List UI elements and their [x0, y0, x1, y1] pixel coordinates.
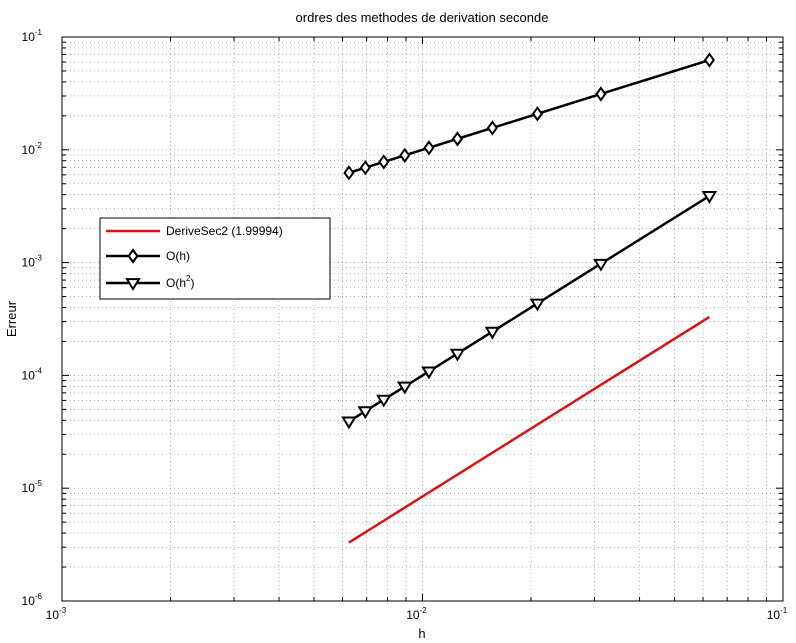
y-tick-label: 10-2 — [22, 141, 43, 157]
series-point — [343, 165, 355, 181]
legend: DeriveSec2 (1.99994) O(h) O(h2) — [99, 217, 331, 300]
series-point — [423, 140, 435, 156]
x-axis-label: h — [418, 626, 425, 641]
series-point — [451, 131, 463, 147]
series-point — [486, 120, 498, 136]
series-point — [341, 416, 357, 430]
series-point — [359, 159, 371, 176]
legend-marker — [125, 278, 141, 291]
chart-title: ordres des methodes de derivation second… — [296, 10, 549, 25]
x-tick-label: 10-2 — [406, 606, 427, 622]
series-line — [348, 315, 711, 544]
legend-label: DeriveSec2 (1.99994) — [166, 224, 283, 238]
series-point — [484, 326, 501, 340]
series-point — [421, 366, 437, 380]
series-point — [529, 298, 546, 312]
y-axis-label: Erreur — [4, 300, 19, 337]
series-point — [399, 147, 411, 164]
series-point — [376, 394, 392, 408]
series-2 — [341, 191, 718, 430]
series-point — [397, 381, 413, 395]
legend-item: DeriveSec2 (1.99994) — [106, 224, 283, 238]
series-1 — [343, 52, 715, 181]
series-point — [703, 52, 715, 68]
y-tick-label: 10-1 — [22, 28, 43, 44]
ticks — [61, 37, 783, 602]
legend-label: O(h2) — [166, 274, 194, 290]
series-point — [701, 191, 718, 204]
y-tick-label: 10-6 — [22, 592, 43, 608]
series-point — [449, 348, 466, 362]
y-tick-label: 10-3 — [22, 254, 43, 270]
series-point — [593, 258, 609, 272]
series-line — [348, 194, 711, 423]
series-point — [357, 406, 374, 420]
series-point — [595, 86, 607, 102]
series-layer — [341, 52, 718, 544]
legend-items: DeriveSec2 (1.99994) O(h) O(h2) — [106, 224, 283, 291]
legend-marker — [127, 248, 139, 264]
series-point — [531, 106, 543, 122]
y-tick-label: 10-4 — [22, 366, 43, 382]
x-tick-label: 10-1 — [767, 606, 788, 622]
y-tick-label: 10-5 — [22, 479, 43, 495]
series-line — [348, 58, 710, 175]
series-point — [378, 154, 390, 170]
series-0 — [348, 315, 711, 544]
x-tick-label: 10-3 — [46, 606, 67, 622]
tick-labels: 10-3 10-2 10-1 10-6 10-5 10-4 10-3 10-2 10-1 — [22, 28, 788, 622]
plot-background — [62, 37, 783, 601]
legend-item: O(h2) — [106, 274, 194, 291]
legend-box — [99, 217, 331, 300]
legend-label: O(h) — [166, 249, 190, 263]
legend-item: O(h) — [106, 248, 190, 264]
grid — [62, 37, 783, 601]
plot-area — [61, 36, 784, 602]
